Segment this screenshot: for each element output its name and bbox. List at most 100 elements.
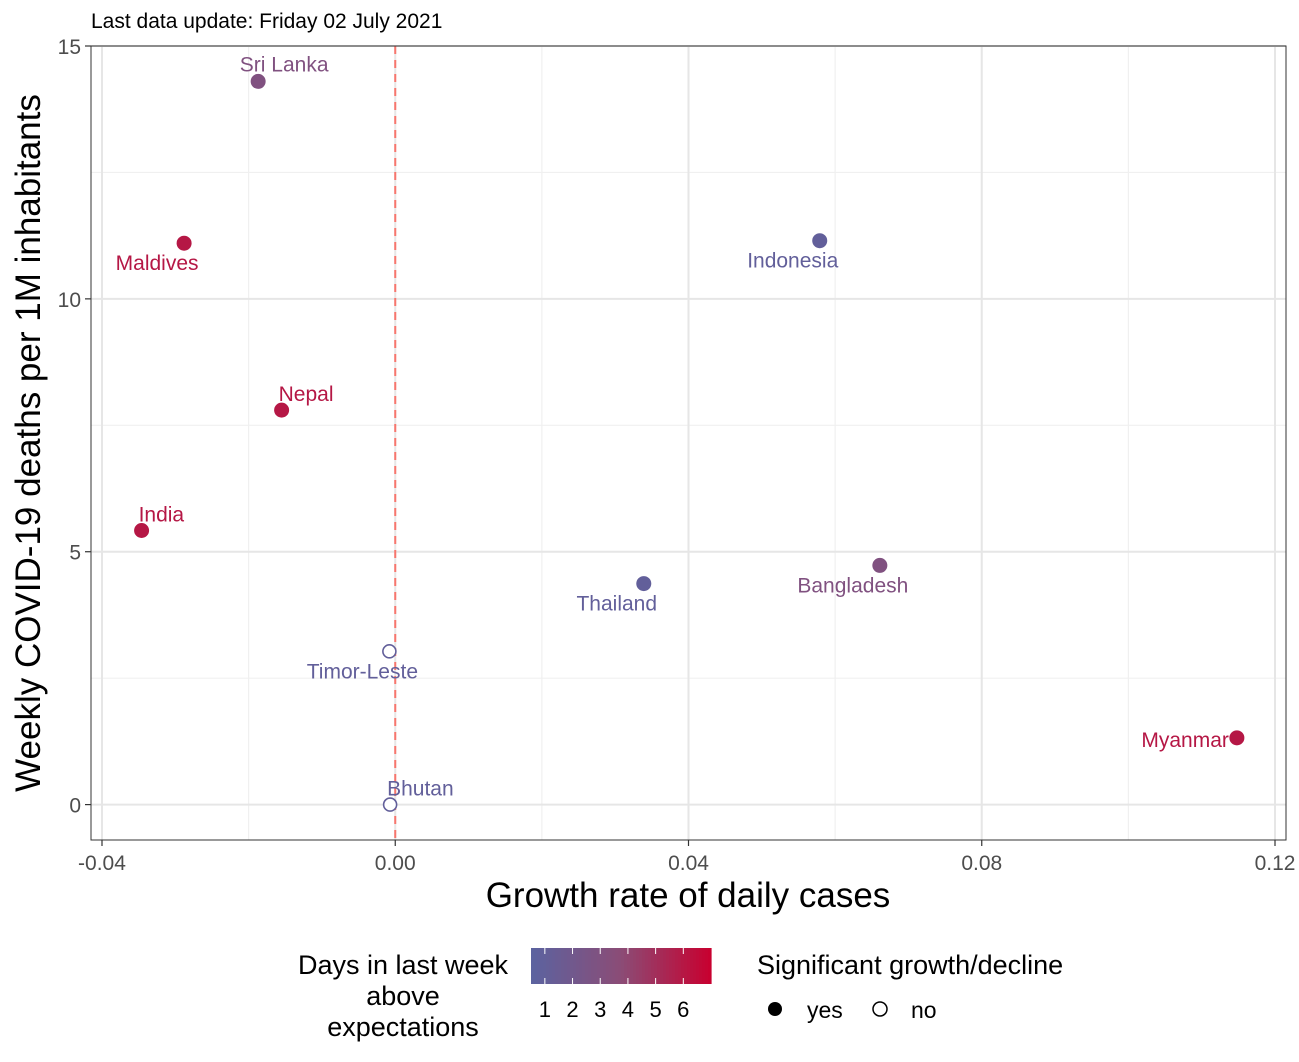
color-legend-swatch [585,948,589,984]
point-thailand [636,576,652,592]
color-legend-swatch [594,948,598,984]
x-tick-label: 0.08 [961,852,1002,875]
label-nepal: Nepal [279,383,334,406]
label-thailand: Thailand [576,593,657,616]
label-sri-lanka: Sri Lanka [240,53,329,76]
label-timor-leste: Timor-Leste [307,660,418,683]
color-legend-swatch [570,948,574,984]
label-maldives: Maldives [116,252,199,275]
color-legend-swatch [648,948,652,984]
color-legend-swatch [540,948,544,984]
color-legend-swatch [582,948,586,984]
point-labels: Sri Lanka Maldives Indonesia Nepal India Bang… [116,53,1229,800]
color-legend-tick-label: 2 [566,997,578,1022]
color-legend-tick-label: 3 [594,997,606,1022]
color-legend-swatch [681,948,685,984]
color-legend-swatch [597,948,601,984]
color-legend-swatch [618,948,622,984]
label-indonesia: Indonesia [747,250,838,273]
color-legend-swatch [633,948,637,984]
color-legend-swatch [639,948,643,984]
color-legend-swatch [579,948,583,984]
color-legend-swatch [612,948,616,984]
point-indonesia [812,233,828,249]
y-tick-label: 5 [69,542,81,565]
color-legend-swatch [627,948,631,984]
color-legend-swatch [654,948,658,984]
color-legend-tick-label: 6 [677,997,689,1022]
color-legend-swatch [657,948,661,984]
shape-legend-yes-marker [768,1002,782,1016]
shape-legend-no-label: no [911,997,937,1023]
color-legend-swatch [624,948,628,984]
point-myanmar [1229,730,1245,746]
color-legend-swatch [636,948,640,984]
x-tick-label: 0.12 [1255,852,1296,875]
y-tick-label: 15 [58,36,81,59]
y-tick-label: 0 [69,795,81,818]
color-legend-swatch [666,948,670,984]
color-legend-swatch [672,948,676,984]
color-legend-swatch [558,948,562,984]
x-axis: -0.04 0.00 0.04 0.08 0.12 [78,840,1295,875]
color-legend-swatch [534,948,538,984]
y-axis-title: Weekly COVID-19 deaths per 1M inhabitant… [9,94,48,792]
color-legend-swatch [699,948,703,984]
shape-legend-title: Significant growth/decline [757,950,1063,980]
shape-legend-yes-label: yes [807,997,843,1023]
color-legend-title-line-1: Days in last week [298,950,509,980]
point-timor-leste [382,644,397,659]
color-legend-swatch [567,948,571,984]
color-legend-swatch [561,948,565,984]
color-legend-swatch [690,948,694,984]
point-bangladesh [872,557,888,573]
color-legend-swatch [675,948,679,984]
color-legend-swatch [669,948,673,984]
color-legend-bar [531,948,712,984]
color-legend-swatch [693,948,697,984]
color-legend-swatch [630,948,634,984]
x-axis-title: Growth rate of daily cases [486,876,891,915]
color-legend-swatch [708,948,712,984]
color-legend-swatch [600,948,604,984]
data-points [134,73,1245,812]
chart-subtitle: Last data update: Friday 02 July 2021 [91,10,442,33]
color-legend-swatch [603,948,607,984]
color-legend-swatch [705,948,709,984]
y-axis: 0 5 10 15 [58,36,91,818]
color-legend-swatch [591,948,595,984]
color-legend-swatch [609,948,613,984]
color-legend-swatch [660,948,664,984]
shape-legend-no-marker [872,1001,888,1017]
color-legend-swatch [546,948,550,984]
x-tick-label: 0.04 [668,852,709,875]
color-legend-swatch [687,948,691,984]
color-legend-swatch [549,948,553,984]
color-legend-swatch [651,948,655,984]
color-legend-swatch [537,948,541,984]
point-bhutan [382,797,398,812]
color-legend-swatch [564,948,568,984]
label-myanmar: Myanmar [1141,729,1229,752]
color-legend-tick-label: 5 [649,997,661,1022]
color-legend-swatch [543,948,547,984]
x-tick-label: 0.00 [375,852,416,875]
color-legend-title-line-2: above [366,981,440,1011]
color-legend-swatch [678,948,682,984]
label-bhutan: Bhutan [387,778,454,801]
color-legend-swatch [531,948,535,984]
color-legend-swatch [645,948,649,984]
color-legend-swatch [684,948,688,984]
color-legend-swatch [552,948,556,984]
label-india: India [139,503,185,526]
label-bangladesh: Bangladesh [797,574,908,597]
point-maldives [176,235,192,251]
major-gridlines [91,45,1286,840]
color-legend-swatch [606,948,610,984]
color-legend-swatch [642,948,646,984]
color-legend-tick-label: 1 [539,997,551,1022]
color-legend-swatch [576,948,580,984]
